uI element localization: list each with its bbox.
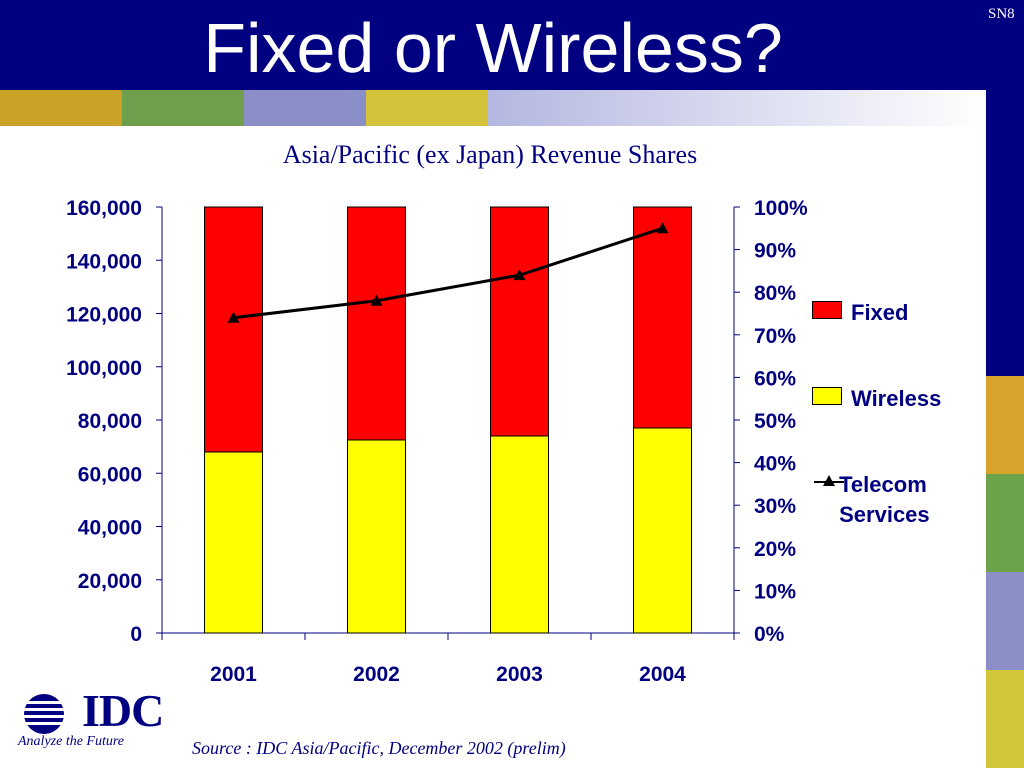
right-axis-tick-label: 30% — [754, 495, 796, 518]
right-axis-tick-label: 10% — [754, 580, 796, 603]
idc-logo: IDC Analyze the Future — [16, 685, 166, 754]
bar-fixed — [490, 206, 549, 437]
left-axis-tick-label: 60,000 — [78, 463, 142, 486]
legend-marker-telecom — [812, 470, 844, 494]
logo-text: IDC — [82, 685, 164, 736]
right-axis-tick-label: 60% — [754, 367, 796, 390]
bar-wireless — [633, 427, 692, 634]
slide-title: Fixed or Wireless? — [203, 9, 783, 87]
left-axis-tick-label: 140,000 — [66, 250, 142, 273]
side-block — [986, 670, 1024, 768]
bar-fixed — [633, 206, 692, 429]
strip-tile — [0, 90, 122, 126]
telecom-services-point — [513, 269, 526, 281]
left-axis-tick-label: 120,000 — [66, 304, 142, 327]
bar-wireless — [204, 451, 263, 634]
legend-item-wireless: Wireless — [812, 384, 941, 414]
bar-fixed — [347, 206, 406, 441]
right-axis-tick-label: 70% — [754, 325, 796, 348]
left-axis-tick-label: 20,000 — [78, 570, 142, 593]
legend-swatch-fixed — [812, 301, 842, 319]
chart-title: Asia/Pacific (ex Japan) Revenue Shares — [282, 140, 698, 169]
legend-label-fixed: Fixed — [851, 300, 909, 325]
side-block — [986, 572, 1024, 670]
right-axis-tick-label: 80% — [754, 282, 796, 305]
side-block — [986, 0, 1024, 376]
bar-wireless — [347, 439, 406, 634]
right-axis-tick-label: 20% — [754, 538, 796, 561]
legend-label-telecom: Telecom Services — [839, 472, 930, 527]
legend-swatch-wireless — [812, 387, 842, 405]
bar-wireless — [490, 435, 549, 634]
telecom-services-point — [370, 294, 383, 306]
left-axis-tick-label: 100,000 — [66, 357, 142, 380]
side-block — [986, 474, 1024, 572]
strip-tile — [488, 90, 986, 126]
x-axis-category-label: 2001 — [210, 663, 257, 686]
logo-tagline: Analyze the Future — [18, 734, 125, 749]
left-axis-tick-label: 160,000 — [66, 197, 142, 220]
right-axis-tick-label: 90% — [754, 240, 796, 263]
strip-tile — [122, 90, 244, 126]
right-axis-tick-label: 0% — [754, 623, 785, 646]
title-bar — [0, 0, 986, 90]
x-axis-category-label: 2004 — [639, 663, 686, 686]
slide-number: SN8 — [988, 6, 1015, 22]
globe-icon — [20, 694, 68, 734]
right-axis-tick-label: 100% — [754, 197, 808, 220]
side-block — [986, 376, 1024, 474]
telecom-services-point — [227, 311, 240, 323]
side-decoration — [986, 0, 1024, 768]
telecom-services-point — [656, 222, 669, 234]
revenue-share-chart: 0 20,000 40,000 60,000 80,000 100,000 120,000 1… — [66, 197, 808, 686]
legend-item-fixed: Fixed — [812, 298, 908, 328]
x-axis-category-label: 2003 — [496, 663, 543, 686]
source-note: Source : IDC Asia/Pacific, December 2002… — [192, 738, 566, 758]
right-axis-tick-label: 50% — [754, 410, 796, 433]
legend-item-telecom: Telecom Services — [812, 470, 944, 530]
left-axis-tick-label: 80,000 — [78, 410, 142, 433]
strip-tile — [366, 90, 488, 126]
strip-tile — [244, 90, 366, 126]
left-axis-tick-label: 40,000 — [78, 517, 142, 540]
telecom-services-line — [233, 226, 663, 320]
legend-label-wireless: Wireless — [851, 386, 942, 411]
right-axis-tick-label: 40% — [754, 453, 796, 476]
left-axis-tick-label: 0 — [130, 623, 142, 646]
x-axis-category-label: 2002 — [353, 663, 400, 686]
decorative-strip — [0, 90, 986, 126]
bar-fixed — [204, 206, 263, 453]
